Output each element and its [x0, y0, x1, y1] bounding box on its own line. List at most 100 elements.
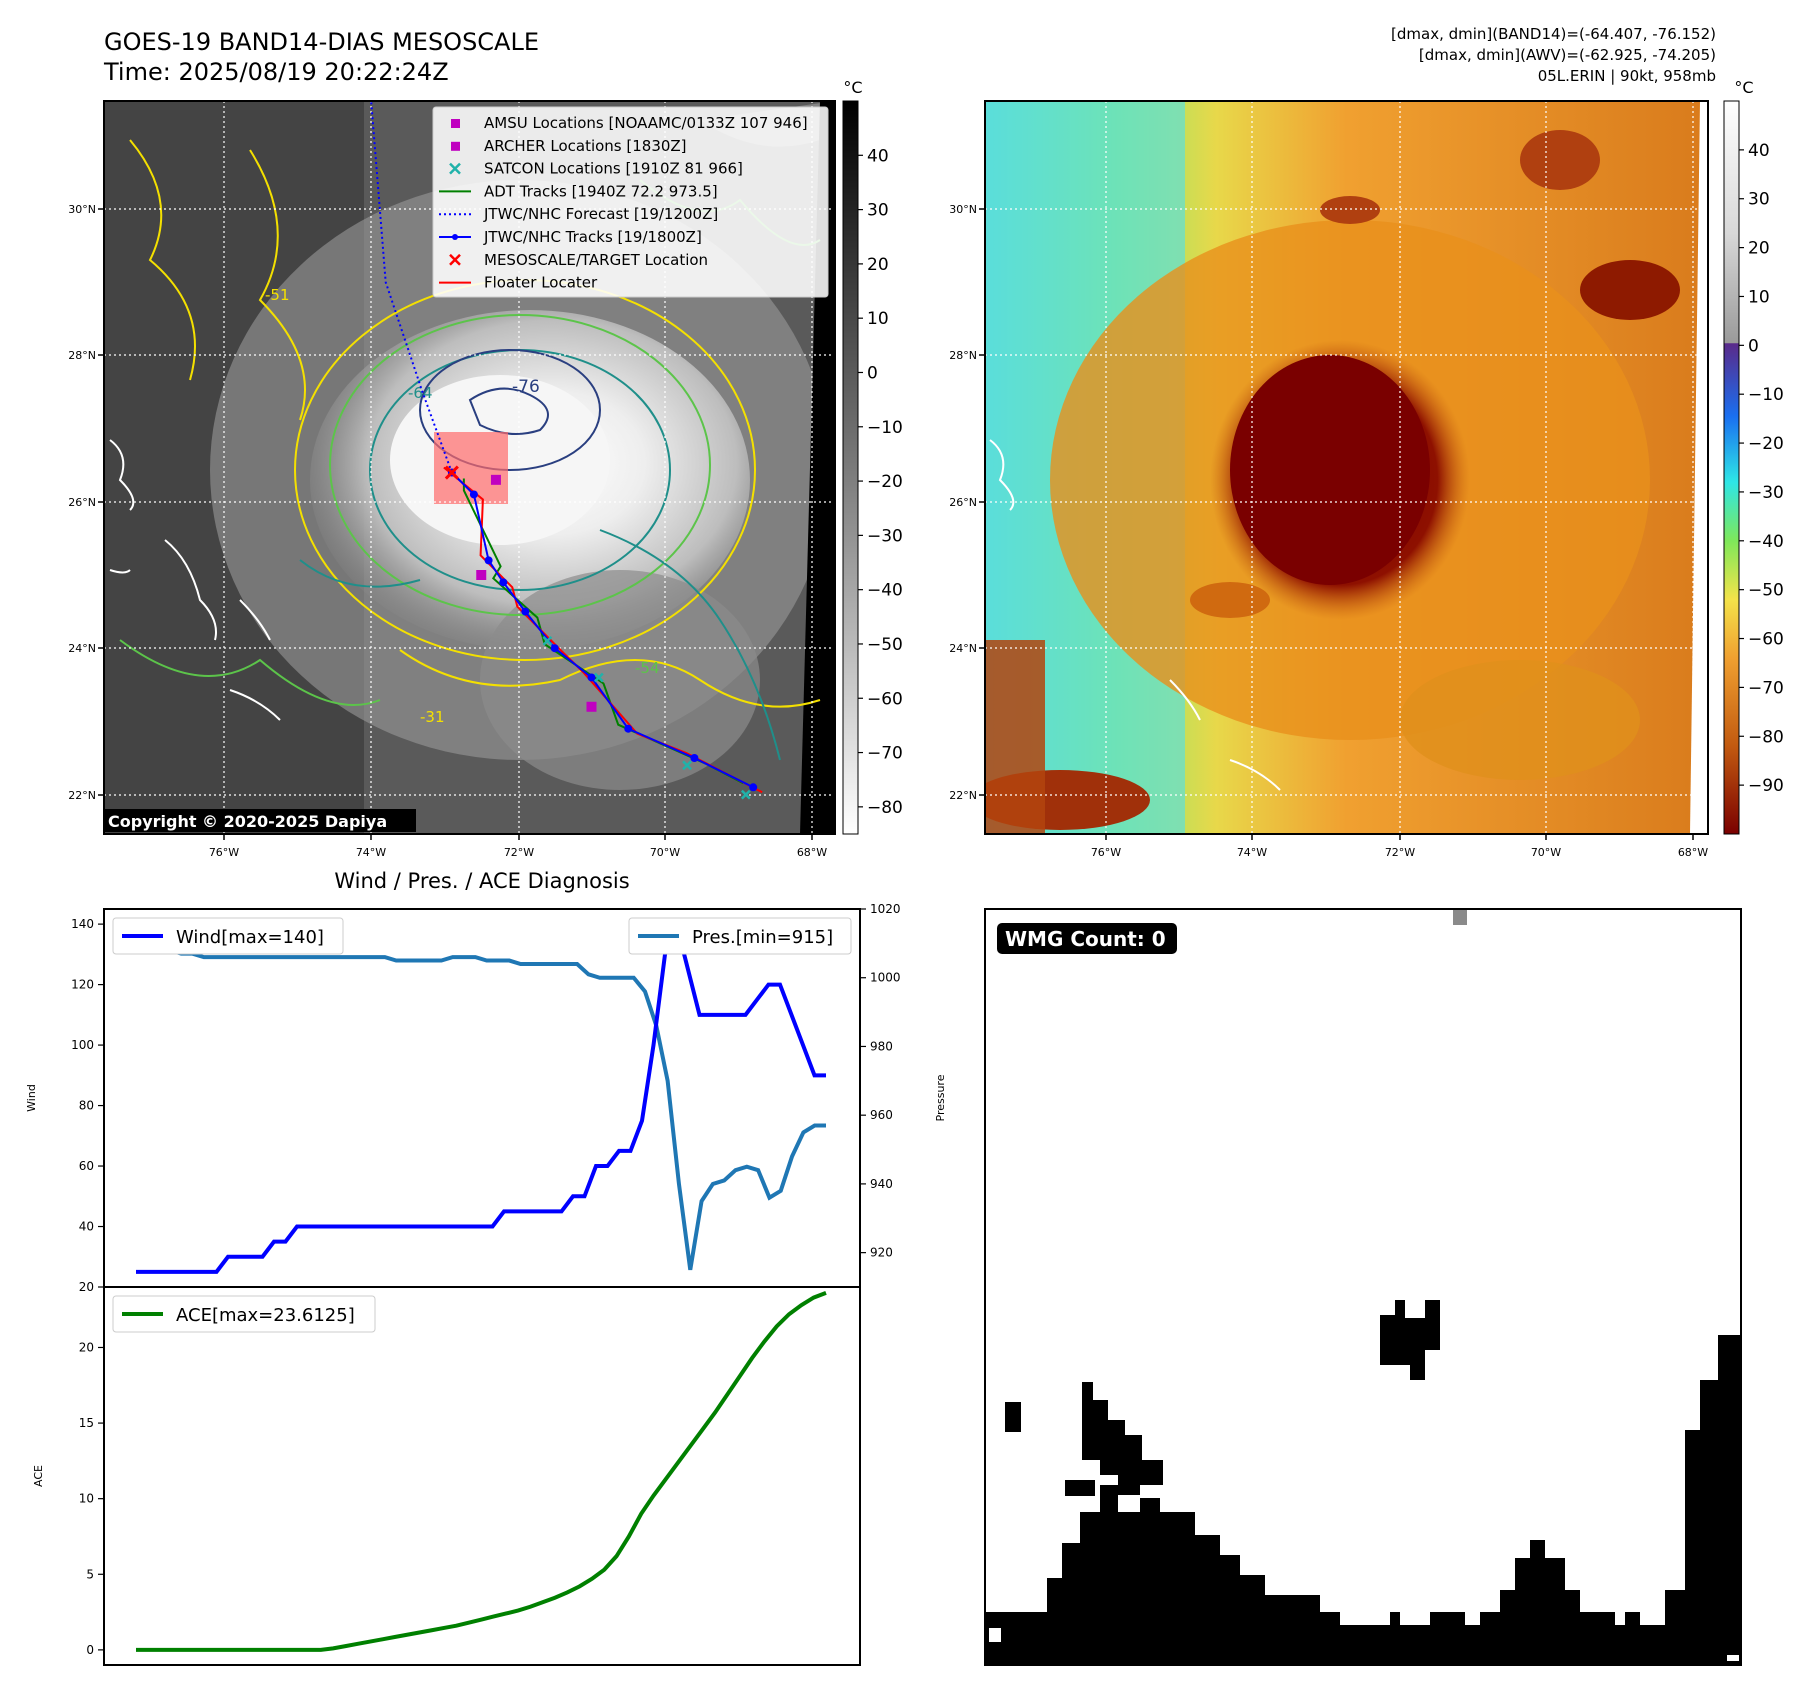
- jtwc-track-point: [469, 490, 478, 499]
- awv-lat-label: 24°N: [949, 642, 977, 655]
- legend-label: ADT Tracks [1940Z 72.2 973.5]: [484, 182, 718, 200]
- awv-lon-label: 74°W: [1237, 846, 1267, 859]
- pressure-ylabel: Pressure: [934, 1074, 947, 1121]
- ir-map-ticks: 30°N 28°N 26°N 24°N 22°N 76°W 74°W 72°W 70°W 68°W: [68, 203, 827, 859]
- ir-cb-label: −10: [867, 418, 903, 438]
- awv-cb-label: −80: [1748, 727, 1784, 747]
- awv-cb-label: −40: [1748, 532, 1784, 552]
- awv-cb-label: 20: [1748, 239, 1770, 259]
- wind-y-tick-label: 40: [79, 1220, 94, 1234]
- ir-cb-label: −30: [867, 526, 903, 546]
- awv-cb-label: 10: [1748, 287, 1770, 307]
- figure-title: GOES-19 BAND14-DIAS MESOSCALE: [104, 28, 539, 56]
- awv-lon-label: 76°W: [1091, 846, 1121, 859]
- legend-x-marker: [449, 253, 461, 266]
- pressure-y-tick-label: 1020: [870, 902, 901, 916]
- pressure-y-tick-label: 960: [870, 1108, 893, 1122]
- wind-y-tick-label: 120: [71, 978, 94, 992]
- wind-series-line: [136, 917, 826, 1274]
- ir-cb-label: −40: [867, 581, 903, 601]
- contour-label-51: -51: [265, 286, 290, 304]
- satcon-marker: [682, 760, 692, 771]
- ace-legend-label: ACE[max=23.6125]: [176, 1305, 355, 1326]
- ir-cb-label: 40: [867, 146, 889, 166]
- ir-cb-label: −70: [867, 744, 903, 764]
- ir-lon-label: 70°W: [650, 846, 680, 859]
- ir-colorbar-unit: °C: [843, 78, 862, 97]
- wind-y-tick-label: 20: [79, 1280, 94, 1294]
- legend-label: Floater Locater: [484, 274, 598, 292]
- pressure-legend: Pres.[min=915]: [628, 917, 852, 955]
- awv-cb-label: −60: [1748, 630, 1784, 650]
- pressure-y-tick-label: 980: [870, 1039, 893, 1053]
- ace-y-tick-label: 0: [86, 1643, 94, 1657]
- legend-x-marker: [449, 162, 461, 175]
- awv-lat-label: 28°N: [949, 349, 977, 362]
- legend-label: SATCON Locations [1910Z 81 966]: [484, 160, 743, 178]
- awv-lat-label: 26°N: [949, 496, 977, 509]
- pressure-y-tick-label: 920: [870, 1246, 893, 1260]
- pressure-series-line: [136, 941, 826, 1271]
- amsu-archer-marker: [490, 474, 501, 485]
- awv-lat-label: 30°N: [949, 203, 977, 216]
- ir-lon-label: 76°W: [209, 846, 239, 859]
- awv-colorbar-unit: °C: [1734, 78, 1753, 97]
- amsu-archer-marker: [476, 570, 487, 580]
- wind-legend: Wind[max=140]: [112, 917, 344, 955]
- wind-y-tick-label: 140: [71, 917, 94, 931]
- ir-lat-label: 26°N: [68, 496, 96, 509]
- jtwc-track-point: [499, 578, 508, 587]
- wind-y-tick-label: 80: [79, 1099, 94, 1113]
- figure-time: Time: 2025/08/19 20:22:24Z: [103, 58, 449, 86]
- jtwc-track-point: [749, 783, 758, 792]
- ir-lat-label: 24°N: [68, 642, 96, 655]
- ir-cb-label: −60: [867, 689, 903, 709]
- ace-y-tick-label: 15: [79, 1416, 94, 1430]
- awv-cb-label: 30: [1748, 190, 1770, 210]
- awv-lon-label: 68°W: [1678, 846, 1708, 859]
- diag-title: Wind / Pres. / ACE Diagnosis: [334, 869, 629, 893]
- ace-legend: ACE[max=23.6125]: [112, 1295, 376, 1333]
- awv-cb-label: 0: [1748, 336, 1759, 356]
- wmg-panel: WMG Count: 0: [984, 908, 1742, 1666]
- ir-lat-label: 28°N: [68, 349, 96, 362]
- map-legend: AMSU Locations [NOAAMC/0133Z 107 946] ARC…: [432, 106, 829, 298]
- ace-panel: 0 5 10 15 20 ACE ACE[max=23.6125]: [32, 1286, 861, 1666]
- jtwc-track-point: [484, 556, 493, 565]
- awv-map-ticks: 30°N 28°N 26°N 24°N 22°N 76°W 74°W 72°W 70°W 68°W: [949, 203, 1708, 859]
- legend-label: AMSU Locations [NOAAMC/0133Z 107 946]: [484, 114, 808, 132]
- wind-y-tick-label: 100: [71, 1038, 94, 1052]
- ir-lat-label: 22°N: [68, 789, 96, 802]
- awv-cb-label: −50: [1748, 581, 1784, 601]
- awv-map: [984, 100, 1709, 835]
- ir-colorbar: °C 40 30 20 10 0 −10 −20 −30 −40 −50 −60 −70 −80: [842, 78, 903, 835]
- satcon-marker: [542, 635, 553, 646]
- jtwc-track-point: [690, 754, 699, 762]
- wmg-count-label: WMG Count: 0: [1005, 927, 1166, 951]
- target-location-marker: [444, 465, 459, 480]
- ace-ylabel: ACE: [32, 1465, 45, 1487]
- contour-label-54: -54: [635, 659, 660, 677]
- ace-y-tick-label: 5: [86, 1567, 94, 1581]
- contour-label-64: -64: [408, 384, 433, 402]
- legend-label: JTWC/NHC Tracks [19/1800Z]: [483, 228, 702, 246]
- amsu-archer-marker: [586, 701, 597, 712]
- awv-lon-label: 70°W: [1531, 846, 1561, 859]
- legend-label: MESOSCALE/TARGET Location: [484, 251, 708, 269]
- ir-cb-label: −50: [867, 635, 903, 655]
- legend-square-marker: [451, 119, 460, 128]
- legend-label: JTWC/NHC Forecast [19/1200Z]: [483, 205, 718, 223]
- ace-series-line: [136, 1290, 827, 1652]
- legend-dot: [452, 234, 458, 240]
- ir-cb-label: 10: [867, 309, 889, 329]
- wind-pressure-panel: 20 40 60 80 100 120 140 920 940 960 980 1000 1020 Wi…: [25, 902, 947, 1294]
- wind-ylabel: Wind: [25, 1084, 38, 1112]
- awv-cb-label: −20: [1748, 434, 1784, 454]
- satcon-marker: [593, 672, 604, 683]
- awv-cb-label: −90: [1748, 776, 1784, 796]
- jtwc-track-point: [550, 644, 559, 653]
- ir-lon-label: 74°W: [356, 846, 386, 859]
- contour-label-31: -31: [420, 708, 445, 726]
- pressure-legend-label: Pres.[min=915]: [692, 927, 833, 948]
- pressure-y-tick-label: 940: [870, 1177, 893, 1191]
